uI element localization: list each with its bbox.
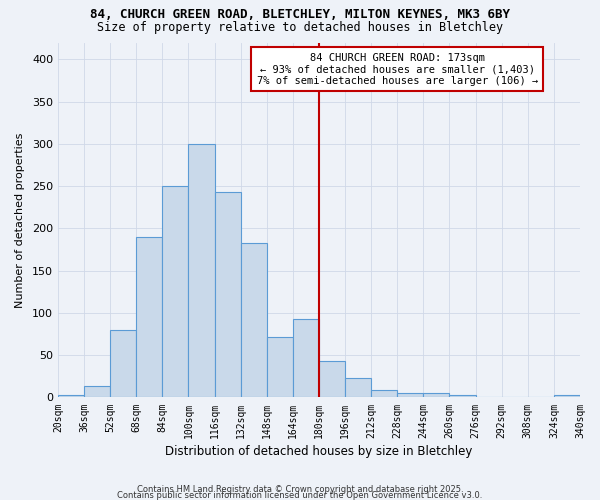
Bar	[371, 390, 397, 398]
Bar	[293, 319, 319, 398]
Bar	[345, 378, 371, 398]
Bar	[188, 144, 215, 398]
Bar	[449, 395, 476, 398]
Text: Size of property relative to detached houses in Bletchley: Size of property relative to detached ho…	[97, 21, 503, 34]
Text: Contains HM Land Registry data © Crown copyright and database right 2025.: Contains HM Land Registry data © Crown c…	[137, 484, 463, 494]
Y-axis label: Number of detached properties: Number of detached properties	[15, 132, 25, 308]
Bar	[319, 361, 345, 398]
Text: 84 CHURCH GREEN ROAD: 173sqm
← 93% of detached houses are smaller (1,403)
7% of : 84 CHURCH GREEN ROAD: 173sqm ← 93% of de…	[257, 52, 538, 86]
Text: Contains public sector information licensed under the Open Government Licence v3: Contains public sector information licen…	[118, 490, 482, 500]
Bar	[554, 395, 580, 398]
Bar	[110, 330, 136, 398]
Bar	[163, 186, 188, 398]
Bar	[84, 386, 110, 398]
Bar	[267, 336, 293, 398]
Text: 84, CHURCH GREEN ROAD, BLETCHLEY, MILTON KEYNES, MK3 6BY: 84, CHURCH GREEN ROAD, BLETCHLEY, MILTON…	[90, 8, 510, 20]
Bar	[397, 393, 424, 398]
X-axis label: Distribution of detached houses by size in Bletchley: Distribution of detached houses by size …	[165, 444, 473, 458]
Bar	[241, 243, 267, 398]
Bar	[424, 393, 449, 398]
Bar	[136, 237, 163, 398]
Bar	[58, 395, 84, 398]
Bar	[215, 192, 241, 398]
